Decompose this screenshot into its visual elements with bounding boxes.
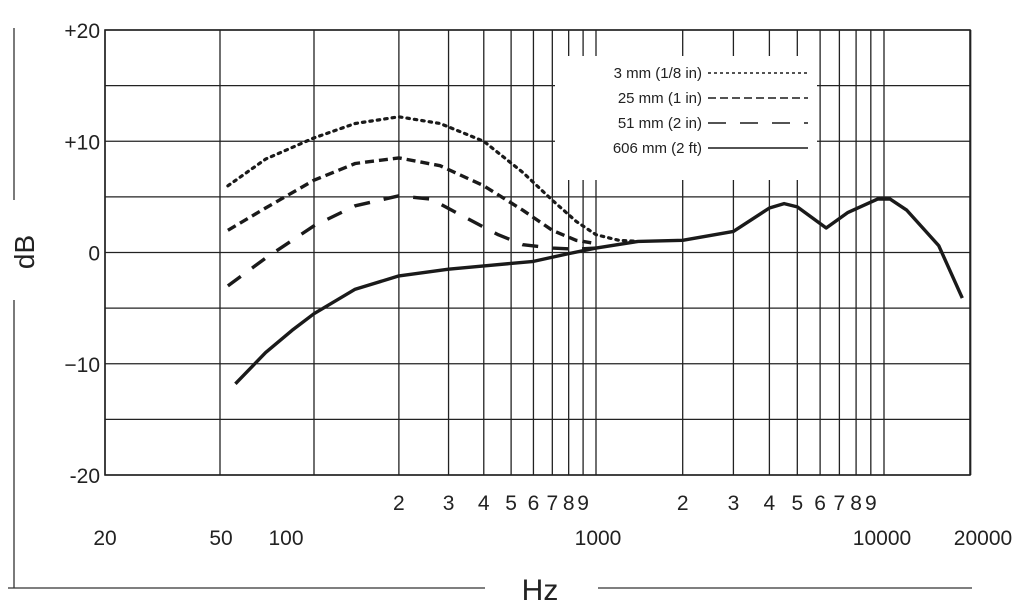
x-minor-tick-label: 2 bbox=[677, 492, 689, 515]
x-minor-tick-label: 8 bbox=[850, 492, 862, 515]
x-minor-tick-label: 8 bbox=[563, 492, 575, 515]
x-minor-tick-label: 9 bbox=[577, 492, 589, 515]
legend-label: 3 mm (1/8 in) bbox=[614, 65, 702, 82]
x-minor-tick-label: 2 bbox=[393, 492, 405, 515]
legend-box bbox=[555, 56, 817, 180]
series-line bbox=[226, 194, 597, 288]
series-line bbox=[226, 115, 640, 243]
x-minor-tick-label: 4 bbox=[478, 492, 490, 515]
x-major-tick-label: 20000 bbox=[954, 527, 1012, 550]
y-tick-label: -20 bbox=[70, 465, 100, 488]
x-minor-tick-label: 6 bbox=[814, 492, 826, 515]
legend-label: 606 mm (2 ft) bbox=[613, 140, 702, 157]
x-major-tick-label: 50 bbox=[209, 527, 232, 550]
x-major-tick-label: 20 bbox=[93, 527, 116, 550]
x-minor-tick-label: 3 bbox=[443, 492, 455, 515]
curves bbox=[226, 115, 964, 385]
series-line bbox=[227, 156, 597, 246]
x-major-tick-label: 1000 bbox=[575, 527, 622, 550]
x-minor-tick-label: 6 bbox=[528, 492, 540, 515]
tick-labels: +20+100−10-202 3 4 5 6 7 8 9 2 3 4 5 6 7 8 920 50 100 1000… bbox=[64, 20, 1012, 550]
grid bbox=[104, 29, 972, 476]
x-major-tick-label: 100 bbox=[268, 527, 303, 550]
x-axis-label: Hz bbox=[522, 574, 559, 607]
x-minor-tick-label: 3 bbox=[728, 492, 740, 515]
legend-label: 25 mm (1 in) bbox=[618, 90, 702, 107]
x-minor-tick-label: 9 bbox=[865, 492, 877, 515]
y-tick-label: 0 bbox=[88, 243, 100, 266]
legend-label: 51 mm (2 in) bbox=[618, 115, 702, 132]
plot-border bbox=[104, 29, 971, 476]
axis-decoration: dB Hz bbox=[8, 28, 972, 607]
x-minor-tick-label: 5 bbox=[505, 492, 517, 515]
series-line bbox=[234, 197, 964, 385]
y-tick-label: −10 bbox=[64, 354, 100, 377]
x-minor-tick-label: 5 bbox=[791, 492, 803, 515]
y-tick-label: +10 bbox=[64, 131, 100, 154]
x-minor-tick-label: 7 bbox=[546, 492, 558, 515]
x-minor-tick-label: 7 bbox=[834, 492, 846, 515]
y-tick-label: +20 bbox=[64, 20, 100, 43]
legend: 3 mm (1/8 in) 25 mm (1 in) 51 mm (2 in) 606… bbox=[555, 56, 817, 180]
x-major-tick-label: 10000 bbox=[853, 527, 911, 550]
y-axis-label: dB bbox=[9, 235, 40, 269]
x-minor-tick-label: 4 bbox=[764, 492, 776, 515]
